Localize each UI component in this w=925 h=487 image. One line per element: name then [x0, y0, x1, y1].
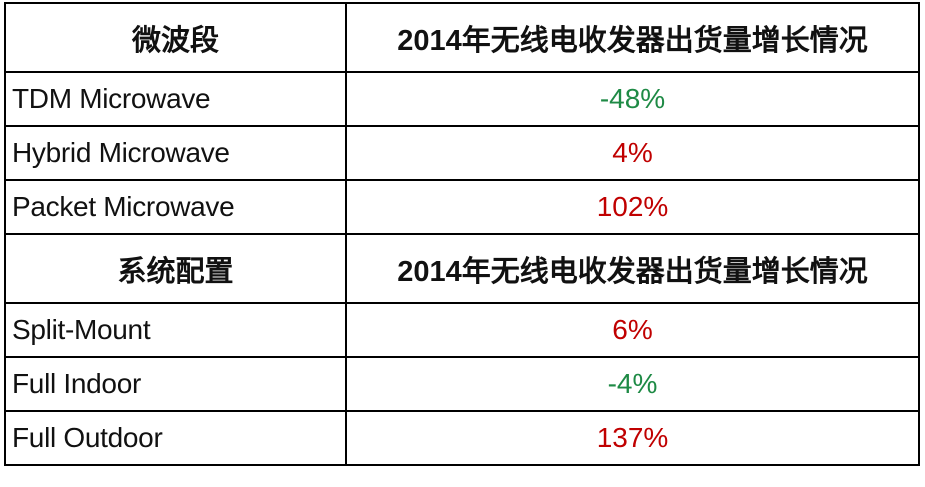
growth-value: 6% [345, 302, 920, 358]
growth-value: -4% [345, 356, 920, 412]
growth-value: 4% [345, 125, 920, 181]
row-label: Full Outdoor [4, 410, 347, 466]
row-label: Full Indoor [4, 356, 347, 412]
growth-table: 微波段 2014年无线电收发器出货量增长情况 TDM Microwave -48% Hy… [4, 2, 920, 466]
header-cell: 系统配置 [4, 233, 347, 304]
header-row: 微波段 2014年无线电收发器出货量增长情况 [4, 2, 920, 73]
header-row: 系统配置 2014年无线电收发器出货量增长情况 [4, 233, 920, 304]
row-label: Packet Microwave [4, 179, 347, 235]
row-label: Hybrid Microwave [4, 125, 347, 181]
growth-value: -48% [345, 71, 920, 127]
growth-value: 102% [345, 179, 920, 235]
data-row: Full Indoor -4% [4, 356, 920, 412]
header-cell: 微波段 [4, 2, 347, 73]
data-row: Hybrid Microwave 4% [4, 125, 920, 181]
data-row: Packet Microwave 102% [4, 179, 920, 235]
header-cell: 2014年无线电收发器出货量增长情况 [345, 233, 920, 304]
growth-value: 137% [345, 410, 920, 466]
row-label: Split-Mount [4, 302, 347, 358]
data-row: Split-Mount 6% [4, 302, 920, 358]
header-cell: 2014年无线电收发器出货量增长情况 [345, 2, 920, 73]
row-label: TDM Microwave [4, 71, 347, 127]
data-row: TDM Microwave -48% [4, 71, 920, 127]
data-row: Full Outdoor 137% [4, 410, 920, 466]
